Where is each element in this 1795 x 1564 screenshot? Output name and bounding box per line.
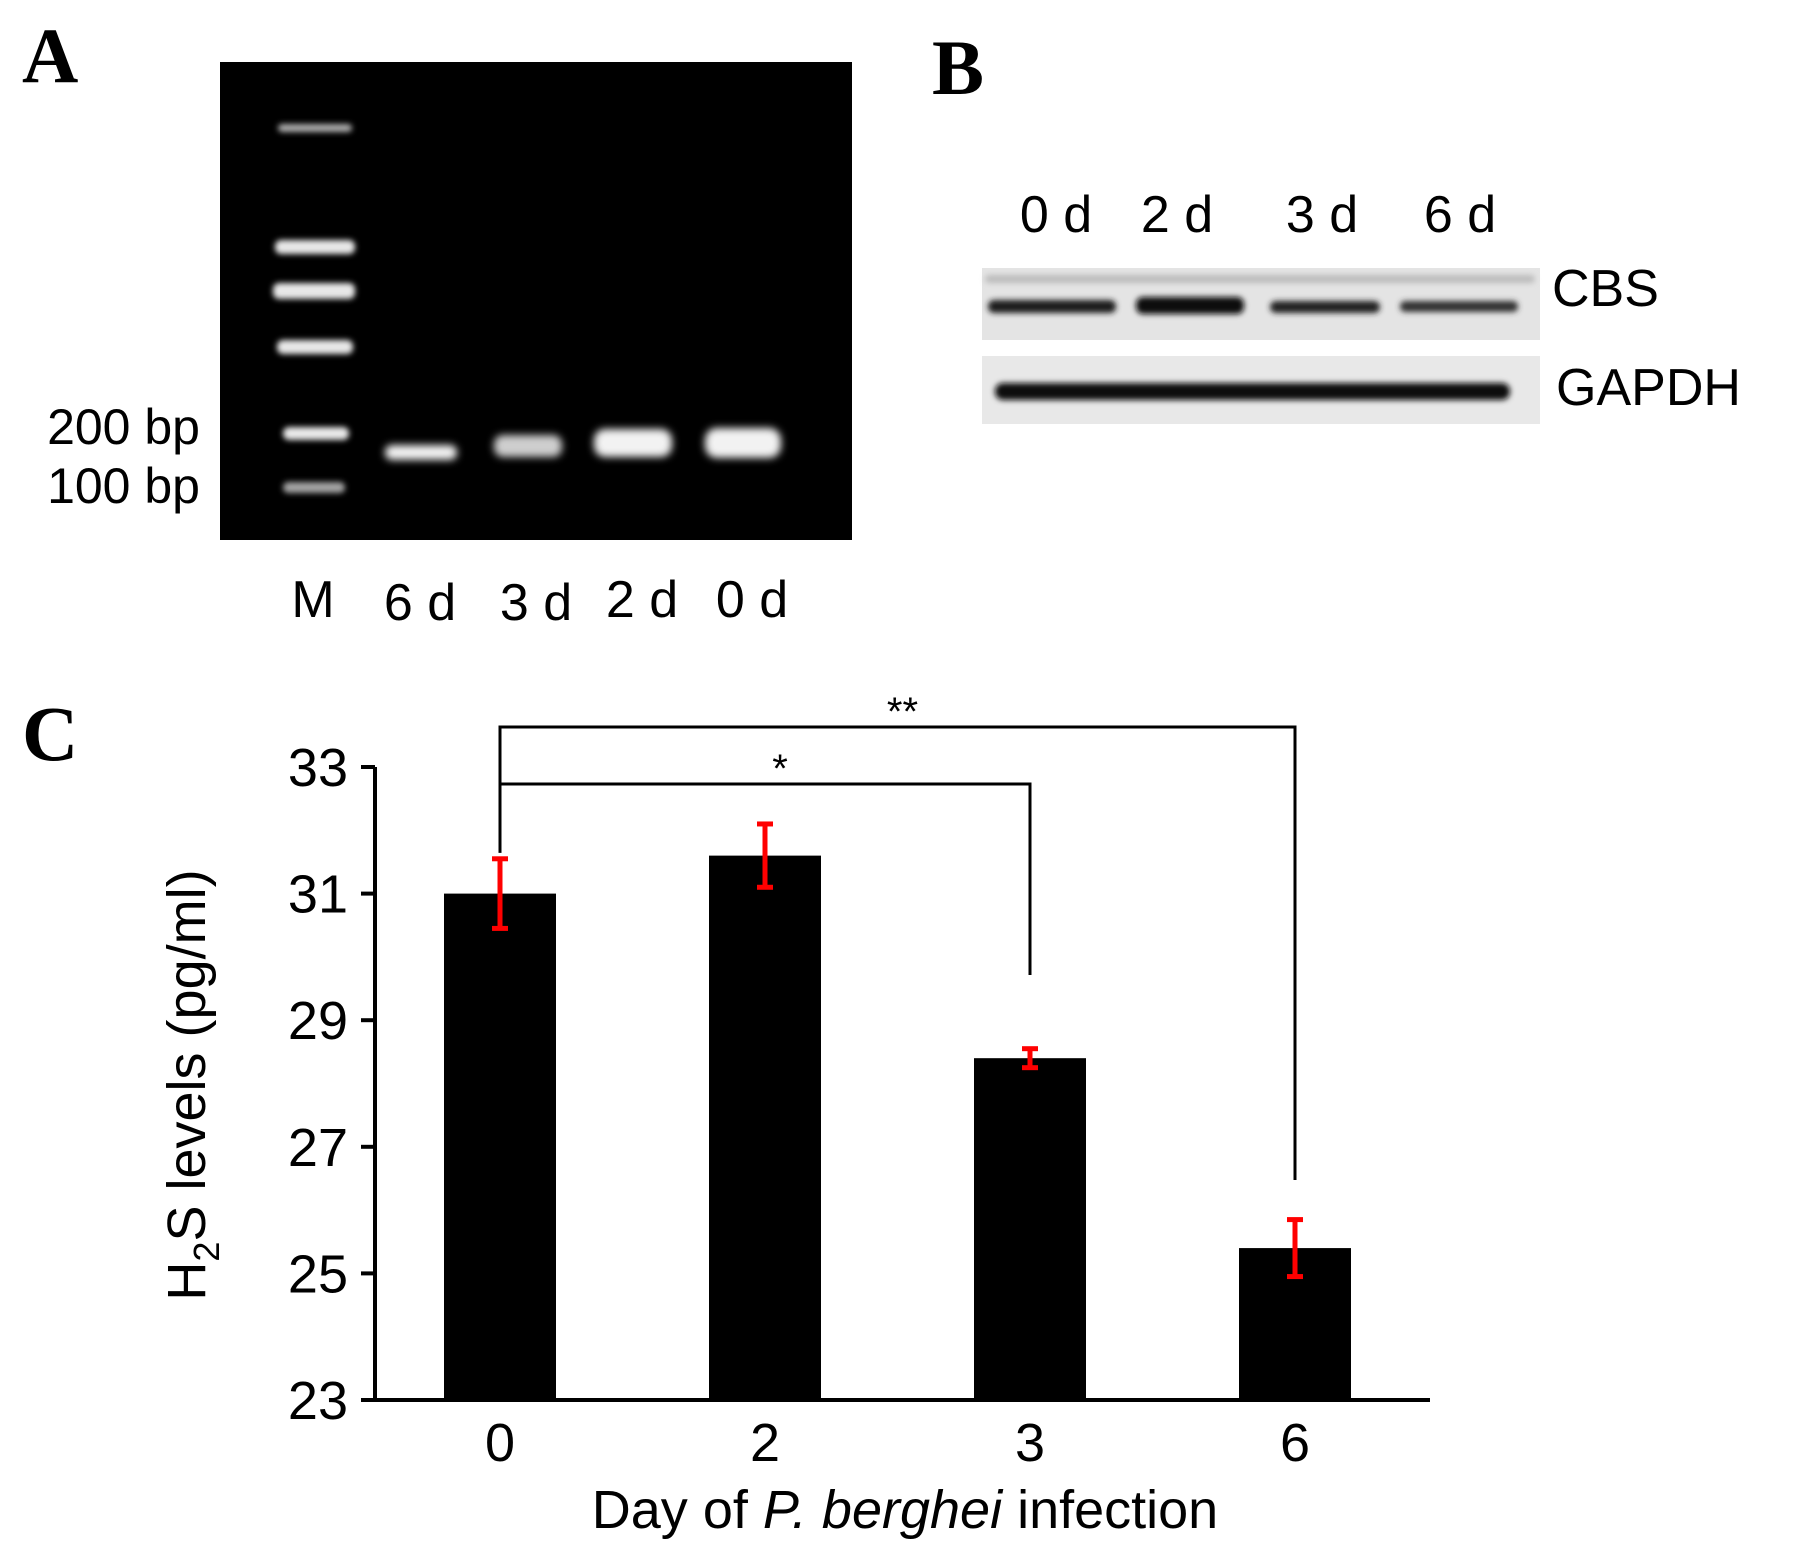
significance-label: * — [772, 747, 788, 791]
bar — [709, 855, 821, 1400]
bar — [444, 893, 556, 1400]
panel-a-letter: A — [22, 12, 78, 99]
blot-lane-label: 6 d — [1424, 186, 1496, 244]
x-tick-label: 0 — [485, 1413, 515, 1473]
blot-gapdh-bands — [995, 383, 1510, 400]
blot-band-cbs-2d — [1136, 297, 1244, 314]
size-label-100bp: 100 bp — [47, 458, 200, 514]
blot-cbs-bands — [985, 275, 1535, 314]
significance-bracket — [498, 725, 1297, 1180]
ladder-band — [283, 427, 349, 440]
gel-marker-ladder — [273, 124, 355, 493]
panel-b-letter: B — [932, 24, 984, 111]
gel-band-6d — [385, 445, 457, 460]
blot-row-label-cbs: CBS — [1552, 260, 1659, 318]
blot-row-label-gapdh: GAPDH — [1556, 359, 1741, 417]
gel-lane-label: 0 d — [716, 571, 788, 629]
blot-lane-label: 3 d — [1286, 186, 1358, 244]
y-axis-title-part: S levels (pg/ml) — [157, 869, 217, 1241]
y-axis-title-part: H — [157, 1262, 217, 1301]
significance-label: ** — [887, 690, 918, 734]
blot-faint-band — [985, 275, 1535, 283]
gel-sample-bands — [385, 428, 781, 460]
x-axis-title-part: infection — [1002, 1480, 1218, 1540]
ladder-band — [277, 340, 353, 354]
gel-lane-label: 6 d — [384, 574, 456, 632]
y-tick-label: 29 — [288, 991, 348, 1051]
gel-image — [220, 62, 852, 540]
x-tick-label: 2 — [750, 1413, 780, 1473]
blot-lane-label: 2 d — [1141, 186, 1213, 244]
x-axis-title-part: Day of — [592, 1480, 763, 1540]
ladder-band — [275, 240, 355, 254]
ladder-band — [278, 124, 352, 132]
gel-lane-label: 3 d — [500, 574, 572, 632]
y-axis-title-part: 2 — [186, 1242, 227, 1262]
ladder-band — [273, 283, 355, 299]
y-tick-label: 33 — [288, 738, 348, 798]
gel-band-2d — [594, 429, 672, 457]
size-label-200bp: 200 bp — [47, 399, 200, 455]
blot-band-cbs-6d — [1400, 301, 1518, 312]
x-axis-title-part: P. berghei — [763, 1480, 1004, 1540]
x-tick-label: 6 — [1280, 1413, 1310, 1473]
y-tick-label: 23 — [288, 1371, 348, 1431]
gel-band-3d — [494, 435, 562, 457]
x-axis-title: Day of P. berghei infection — [592, 1480, 1218, 1540]
blot-lane-label: 0 d — [1020, 186, 1092, 244]
gel-lane-label: 2 d — [606, 571, 678, 629]
y-tick-label: 31 — [288, 865, 348, 925]
bar — [974, 1058, 1086, 1400]
gel-lane-label: M — [291, 571, 334, 629]
ladder-band — [283, 482, 345, 493]
panel-c-letter: C — [22, 690, 78, 777]
y-axis-title: H2S levels (pg/ml) — [157, 869, 227, 1300]
y-tick-label: 25 — [288, 1244, 348, 1304]
blot-band-gapdh — [995, 383, 1510, 400]
gel-band-0d — [705, 428, 781, 458]
x-tick-label: 3 — [1015, 1413, 1045, 1473]
blot-band-cbs-3d — [1270, 301, 1380, 313]
y-tick-label: 27 — [288, 1118, 348, 1178]
blot-band-cbs-0d — [988, 300, 1116, 313]
